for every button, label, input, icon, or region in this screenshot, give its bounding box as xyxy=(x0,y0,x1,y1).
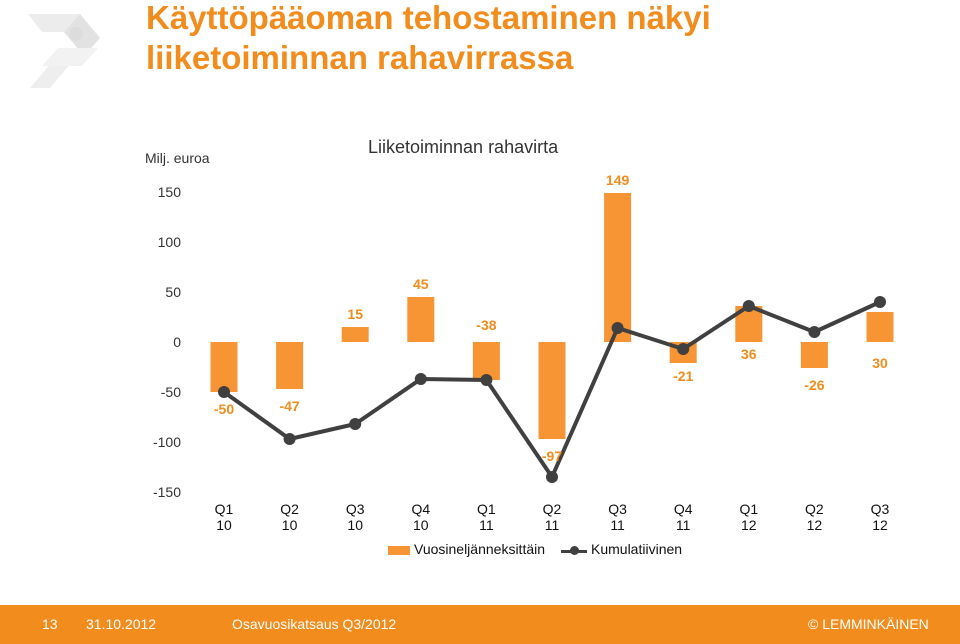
cumulative-point-3 xyxy=(414,373,427,385)
y-tick-label: 50 xyxy=(165,284,181,300)
x-tick-label-year: 12 xyxy=(807,517,823,533)
x-tick-label-quarter: Q3 xyxy=(608,501,627,517)
y-tick-label: 100 xyxy=(158,234,182,250)
footer-brand: © LEMMINKÄINEN xyxy=(808,616,929,632)
page-title: Käyttöpääoman tehostaminen näkyi liiketo… xyxy=(146,0,711,76)
y-tick-label: -150 xyxy=(153,484,181,500)
footer-page-number: 13 xyxy=(42,616,58,632)
x-tick-label-year: 11 xyxy=(610,517,625,533)
legend-dot-swatch xyxy=(570,546,579,555)
x-tick-label-year: 10 xyxy=(413,517,429,533)
bar-value-label-1: -47 xyxy=(279,398,299,414)
cumulative-point-1 xyxy=(283,433,296,445)
bar-1 xyxy=(276,342,304,389)
x-tick-label-quarter: Q1 xyxy=(739,501,758,517)
bar-3 xyxy=(407,297,435,342)
x-tick-label-quarter: Q3 xyxy=(346,501,365,517)
bar-value-label-4: -38 xyxy=(476,317,496,333)
x-tick-label-quarter: Q2 xyxy=(280,501,299,517)
x-tick-label-quarter: Q4 xyxy=(674,501,693,517)
y-axis-unit-label: Milj. euroa xyxy=(145,150,210,166)
bar-0 xyxy=(210,342,238,392)
legend-item-quarterly: Vuosineljänneksittäin xyxy=(388,541,545,557)
cumulative-point-4 xyxy=(480,374,493,386)
bar-value-label-8: 36 xyxy=(741,346,757,362)
y-tick-label: 150 xyxy=(158,184,182,200)
x-tick-label-year: 10 xyxy=(282,517,298,533)
bar-value-label-10: 30 xyxy=(872,355,888,371)
cumulative-point-5 xyxy=(546,471,558,483)
bar-9 xyxy=(800,342,828,368)
x-tick-label-quarter: Q2 xyxy=(805,501,824,517)
x-tick-label-year: 12 xyxy=(872,517,888,533)
y-tick-label: -50 xyxy=(161,384,181,400)
x-tick-label-quarter: Q2 xyxy=(543,501,562,517)
bar-5 xyxy=(538,342,566,439)
cumulative-point-6 xyxy=(611,322,624,334)
bar-value-label-9: -26 xyxy=(804,377,824,393)
y-tick-label: 0 xyxy=(173,334,181,350)
bar-2 xyxy=(341,327,369,342)
legend-label-cumulative: Kumulatiivinen xyxy=(591,541,683,557)
x-tick-label-year: 11 xyxy=(479,517,494,533)
bar-6 xyxy=(604,193,632,342)
footer-date: 31.10.2012 xyxy=(86,616,157,632)
cumulative-point-0 xyxy=(218,386,230,398)
bar-value-label-6: 149 xyxy=(606,172,630,188)
bar-value-label-7: -21 xyxy=(673,368,693,384)
x-tick-label-year: 10 xyxy=(347,517,363,533)
bar-value-label-2: 15 xyxy=(347,306,363,322)
cumulative-point-7 xyxy=(677,343,690,355)
cumulative-point-10 xyxy=(874,296,886,308)
cumulative-point-8 xyxy=(742,300,755,312)
company-logo-icon xyxy=(28,14,100,88)
y-tick-label: -100 xyxy=(153,434,181,450)
bar-value-label-5: -97 xyxy=(542,448,562,464)
chart-title: Liiketoiminnan rahavirta xyxy=(368,137,559,157)
footer-report-name: Osavuosikatsaus Q3/2012 xyxy=(232,616,397,632)
bar-value-label-3: 45 xyxy=(413,276,429,292)
legend-label-quarterly: Vuosineljänneksittäin xyxy=(414,541,546,557)
x-tick-label-quarter: Q1 xyxy=(477,501,496,517)
cumulative-point-2 xyxy=(349,418,362,430)
cumulative-point-9 xyxy=(808,326,821,338)
bar-4 xyxy=(472,342,500,380)
cash-flow-chart: 150 100 50 0 -50 -100 -150 -50 -47 15 45 -38 -97 149… xyxy=(153,172,894,533)
x-tick-label-quarter: Q1 xyxy=(215,501,234,517)
x-tick-label-year: 10 xyxy=(216,517,232,533)
legend-item-cumulative: Kumulatiivinen xyxy=(561,541,682,557)
x-tick-label-year: 11 xyxy=(545,517,560,533)
x-tick-label-year: 11 xyxy=(676,517,691,533)
x-tick-label-quarter: Q4 xyxy=(411,501,430,517)
x-tick-label-quarter: Q3 xyxy=(871,501,890,517)
footer-bar: 13 31.10.2012 Osavuosikatsaus Q3/2012 © … xyxy=(0,605,960,644)
x-tick-label-year: 12 xyxy=(741,517,757,533)
bar-value-label-0: -50 xyxy=(214,401,234,417)
bar-10 xyxy=(866,312,894,342)
legend-bar-swatch xyxy=(388,546,410,555)
